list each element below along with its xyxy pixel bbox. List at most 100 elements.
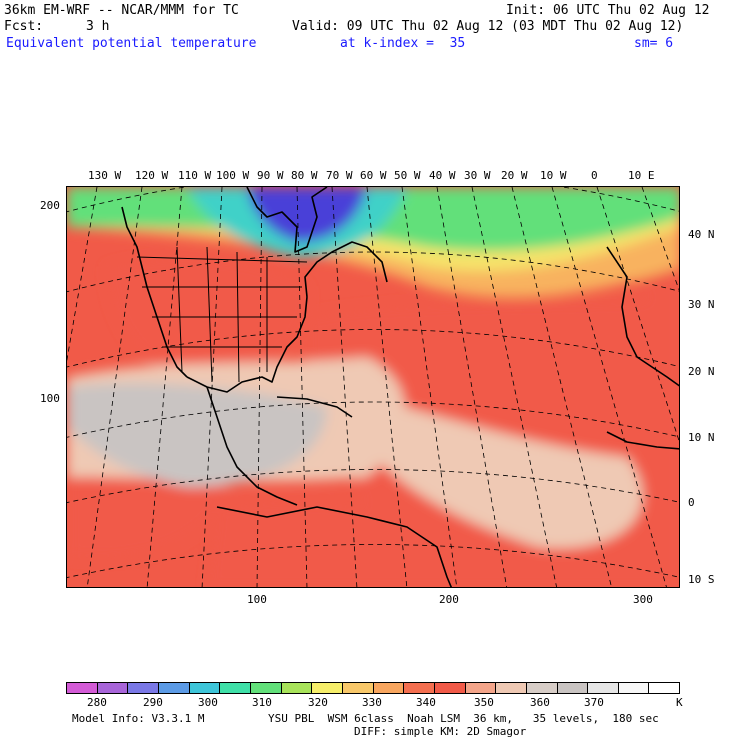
- graticule-line: [67, 544, 679, 578]
- lat-label: 30 N: [688, 298, 715, 311]
- colorbar-swatch: [618, 683, 650, 693]
- graticule-line: [67, 469, 679, 503]
- border-line: [176, 246, 183, 373]
- colorbar-swatch: [97, 683, 129, 693]
- colorbar-swatch: [67, 683, 98, 693]
- lon-label: 40 W: [429, 169, 456, 182]
- gulf-of-guinea-coast: [606, 431, 679, 450]
- graticule-line: [67, 187, 679, 213]
- colorbar-tick: 370: [584, 696, 604, 709]
- border-line: [206, 246, 213, 383]
- hudson-bay: [246, 187, 328, 253]
- graticule: [67, 187, 679, 587]
- south-america-coast: [216, 506, 453, 587]
- warm-us-region: [107, 256, 309, 387]
- colorbar-unit: K: [676, 696, 683, 709]
- colorbar-swatch: [557, 683, 589, 693]
- colorbar-tick: 330: [362, 696, 382, 709]
- model-title: 36km EM-WRF -- NCAR/MMM for TC: [4, 3, 239, 18]
- lon-label: 70 W: [326, 169, 353, 182]
- colorbar-tick: 290: [143, 696, 163, 709]
- lon-label: 80 W: [291, 169, 318, 182]
- lat-label: 10 N: [688, 431, 715, 444]
- colorbar-swatch: [465, 683, 497, 693]
- northeast-coast: [304, 241, 388, 298]
- warm-south-america-region: [207, 500, 547, 587]
- graticule-line: [551, 187, 667, 587]
- grid-y-label: 100: [40, 392, 60, 405]
- colorbar-tick: 300: [198, 696, 218, 709]
- forecast-label: Fcst:: [4, 19, 44, 34]
- graticule-line: [331, 187, 358, 587]
- grid-x-label: 300: [633, 593, 653, 606]
- graticule-line: [67, 251, 679, 293]
- colorbar-swatch: [373, 683, 405, 693]
- colorbar-swatch: [526, 683, 558, 693]
- lat-label: 20 N: [688, 365, 715, 378]
- neutral-atlantic-region: [327, 387, 643, 549]
- colorbar-swatch: [250, 683, 282, 693]
- border-line: [236, 251, 240, 383]
- lon-label: 110 W: [178, 169, 212, 182]
- lon-label: 100 W: [216, 169, 250, 182]
- africa-europe-coast: [606, 246, 679, 387]
- lon-label: 10 E: [628, 169, 655, 182]
- field-name: Equivalent potential temperature: [6, 36, 257, 51]
- graticule-line: [511, 187, 612, 587]
- gulf-coast: [186, 296, 308, 393]
- colorbar-tick: 310: [252, 696, 272, 709]
- colorbar-tick: 280: [87, 696, 107, 709]
- valid-time: Valid: 09 UTC Thu 02 Aug 12 (03 MDT Thu …: [292, 19, 684, 34]
- graticule-line: [86, 187, 143, 587]
- grid-x-label: 100: [247, 593, 267, 606]
- colorbar-tick: 320: [308, 696, 328, 709]
- colorbar-tick: 360: [530, 696, 550, 709]
- graticule-line: [67, 329, 679, 368]
- grid-y-label: 200: [40, 199, 60, 212]
- lat-label: 0: [688, 496, 695, 509]
- graticule-line: [401, 187, 458, 587]
- mexico-coast: [206, 386, 298, 506]
- graticule-line: [596, 187, 679, 442]
- lon-label: 130 W: [88, 169, 122, 182]
- colorbar-tick: 350: [474, 696, 494, 709]
- state-borders: [136, 246, 308, 383]
- lon-label: 10 W: [540, 169, 567, 182]
- graticule-line: [256, 187, 263, 587]
- colorbar-swatch: [281, 683, 313, 693]
- lat-label: 10 S: [688, 573, 715, 586]
- gulf-caribbean-region: [67, 383, 327, 487]
- lon-label: 120 W: [135, 169, 169, 182]
- lon-label: 90 W: [257, 169, 284, 182]
- colorbar-swatch: [312, 683, 343, 693]
- theta-e-map: [66, 186, 680, 588]
- graticule-line: [67, 401, 679, 438]
- physics-info-line2: DIFF: simple KM: 2D Smagor: [354, 725, 527, 738]
- colorbar-swatch: [588, 683, 619, 693]
- level-label: at k-index = 35: [340, 36, 466, 51]
- lon-label: 30 W: [464, 169, 491, 182]
- border-line: [136, 256, 308, 263]
- colorbar-swatch: [404, 683, 435, 693]
- colorbar-swatch: [496, 683, 527, 693]
- forecast-hour: 3 h: [86, 19, 110, 34]
- colorbar-swatch: [434, 683, 466, 693]
- colorbar-swatch: [128, 683, 159, 693]
- map-canvas: [67, 187, 679, 587]
- cuba: [276, 396, 353, 418]
- init-time: Init: 06 UTC Thu 02 Aug 12: [506, 3, 710, 18]
- graticule-line: [296, 187, 308, 587]
- graticule-line: [146, 187, 183, 587]
- lat-label: 40 N: [688, 228, 715, 241]
- lon-label: 20 W: [501, 169, 528, 182]
- colorbar-swatch: [342, 683, 374, 693]
- colorbar-tick: 340: [416, 696, 436, 709]
- grid-x-label: 200: [439, 593, 459, 606]
- lon-label: 50 W: [394, 169, 421, 182]
- colorbar-swatch: [158, 683, 190, 693]
- colorbar-swatch: [189, 683, 221, 693]
- colorbar-swatch: [220, 683, 251, 693]
- graticule-line: [471, 187, 557, 587]
- physics-info-line1: YSU PBL WSM 6class Noah LSM 36 km, 35 le…: [268, 712, 659, 725]
- model-info: Model Info: V3.3.1 M: [72, 712, 205, 725]
